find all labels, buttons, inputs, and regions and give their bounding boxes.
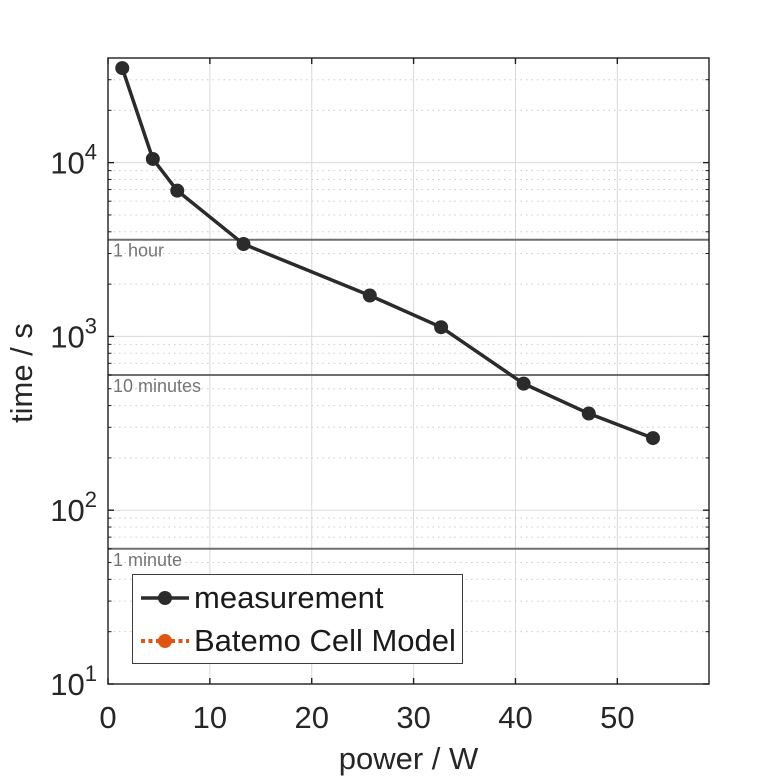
legend: measurement Batemo Cell Model [132,574,463,664]
x-tick-label: 50 [600,700,634,735]
reference-label: 1 hour [113,241,164,261]
x-tick-label: 20 [294,700,328,735]
x-tick-label: 40 [498,700,532,735]
data-point-marker [236,237,251,252]
legend-label-batemo-cell-model: Batemo Cell Model [194,622,456,658]
legend-label-measurement: measurement [194,579,384,615]
y-tick-label: 103 [50,313,97,354]
x-tick-label: 0 [99,700,116,735]
y-axis-label: time / s [4,323,39,423]
data-point-marker [581,406,596,421]
y-tick-label: 104 [50,140,97,181]
data-point-marker [434,320,449,335]
measurement-line-sample [141,590,189,605]
x-axis-label: power / W [338,741,479,776]
y-tick-label: 101 [50,661,97,702]
y-tick-label: 102 [50,487,97,528]
x-tick-label: 10 [193,700,227,735]
data-point-marker [645,431,660,446]
x-tick-label: 30 [396,700,430,735]
legend-item-measurement: measurement [139,576,462,619]
model-line-sample [141,633,189,648]
data-point-marker [362,288,377,303]
data-point-marker [115,61,130,76]
legend-item-batemo-cell-model: Batemo Cell Model [139,619,462,662]
data-point-marker [170,183,185,198]
data-point-marker [516,376,531,391]
reference-label: 10 minutes [113,376,201,396]
reference-label: 1 minute [113,550,182,570]
data-point-marker [145,151,160,166]
